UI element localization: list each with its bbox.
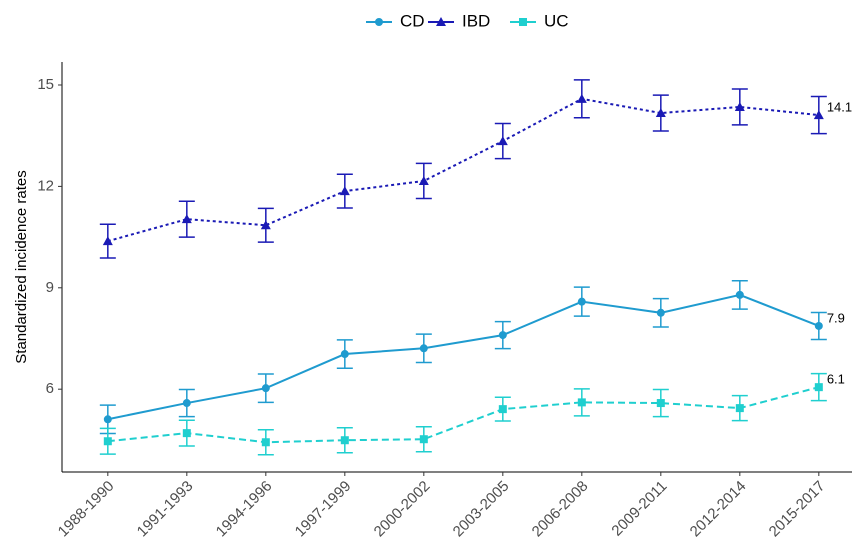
y-tick-label: 6 [46, 380, 54, 397]
value-label: 14.1 [827, 100, 852, 115]
x-tick-label: 2006-2008 [529, 478, 592, 541]
point [260, 220, 271, 230]
point [181, 214, 192, 224]
point [813, 110, 824, 120]
y-tick-label: 15 [37, 76, 54, 93]
x-tick-label: 1997-1999 [292, 478, 355, 541]
value-label: 6.1 [827, 372, 845, 387]
point [340, 436, 349, 445]
legend-item: IBD [428, 11, 490, 30]
point [419, 344, 428, 353]
point [656, 308, 665, 317]
point [497, 136, 508, 146]
series-line [107, 97, 819, 243]
point [339, 186, 350, 196]
point [519, 18, 527, 26]
point [261, 384, 270, 393]
point [375, 18, 383, 26]
x-tick-label: 2012-2014 [687, 478, 750, 541]
point [498, 405, 507, 414]
x-tick-label: 1991-1993 [134, 478, 197, 541]
point [261, 438, 270, 447]
x-tick-label: 1994-1996 [213, 478, 276, 541]
x-tick-label: 2009-2011 [608, 478, 670, 540]
legend-item: UC [510, 11, 569, 30]
point [735, 404, 744, 413]
point [419, 435, 428, 444]
y-tick-label: 12 [37, 177, 54, 194]
x-tick-label: 2015-2017 [766, 478, 829, 541]
x-tick-label: 2003-2005 [450, 478, 513, 541]
legend-text: IBD [462, 11, 490, 30]
point [814, 383, 823, 392]
point [735, 290, 744, 299]
legend-text: UC [544, 11, 569, 30]
point [814, 321, 823, 330]
point [182, 429, 191, 438]
point [656, 399, 665, 408]
value-label: 7.9 [827, 310, 845, 325]
point [436, 17, 446, 26]
point [103, 437, 112, 446]
y-tick-label: 9 [46, 279, 54, 296]
point [577, 297, 586, 306]
point [577, 398, 586, 407]
point [182, 399, 191, 408]
point [734, 101, 745, 111]
point [418, 175, 429, 185]
point [103, 415, 112, 424]
legend-item: CD [366, 11, 425, 30]
point [655, 108, 666, 118]
series-line [107, 293, 820, 421]
x-tick-label: 2000-2002 [371, 478, 434, 541]
x-tick-label: 1988-1990 [55, 478, 118, 541]
point [498, 331, 507, 340]
series-line [107, 386, 820, 444]
legend-text: CD [400, 11, 425, 30]
point [102, 236, 113, 246]
point [576, 93, 587, 103]
y-axis-title: Standardized incidence rates [13, 170, 30, 363]
point [340, 350, 349, 359]
